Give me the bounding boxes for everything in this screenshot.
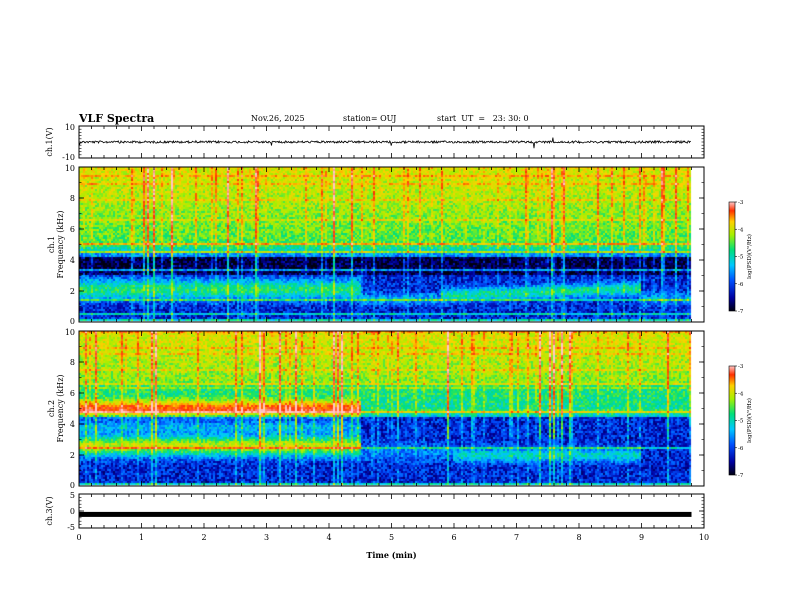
- x-tick-label: 0: [76, 533, 81, 542]
- ch3-waveform-ylabel: ch.3(V): [45, 496, 54, 525]
- ch2-spectrogram-colorbar-label: -7: [738, 473, 744, 479]
- ch1-spectrogram-ytick-label: 2: [70, 287, 75, 296]
- ch2-spectrogram-ytick-label: 8: [70, 358, 75, 367]
- x-tick-label: 2: [201, 533, 206, 542]
- ch1-spectrogram-colorbar-title: log(PSD)(V²/Hz): [746, 234, 753, 279]
- ch1-waveform-ytick-label: -10: [62, 153, 75, 162]
- date-label: Nov.26, 2025: [251, 114, 305, 123]
- ch2-spectrogram-ytick-label: 10: [65, 328, 75, 337]
- ch1-spectrogram-colorbar-label: -3: [738, 200, 744, 206]
- axes-layer: 10-10ch.1(V)-3-4-5-6-7log(PSD)(V²/Hz)024…: [45, 123, 753, 560]
- ch1-waveform-ylabel-text: ch.1(V): [45, 127, 54, 156]
- ch1-waveform-trace: [78, 137, 691, 149]
- data-layer: [78, 137, 704, 517]
- ch2-spectrogram-ytick-label: 6: [70, 389, 75, 398]
- x-tick-label: 3: [264, 533, 269, 542]
- x-tick-label: 6: [451, 533, 456, 542]
- ch1-spectrogram-ytick-label: 0: [70, 317, 75, 326]
- ch2-spectrogram-colorbar-label: -4: [738, 391, 744, 397]
- ch3-waveform-trace: [79, 511, 692, 517]
- ch2-spectrogram-colorbar-label: -5: [738, 419, 744, 425]
- ch1-spectrogram-ytick-label: 10: [65, 164, 75, 173]
- ch3-waveform-ytick-label: 0: [70, 507, 75, 516]
- ch2-spectrogram-colorbar: [728, 365, 736, 476]
- ch2-spectrogram-ytick-label: 0: [70, 481, 75, 490]
- ch1-spectrogram-image: [79, 167, 704, 322]
- x-tick-label: 8: [576, 533, 581, 542]
- ch2-spectrogram-colorbar-label: -6: [738, 446, 744, 452]
- ch3-waveform-ylabel-text: ch.3(V): [45, 496, 54, 525]
- ch3-waveform-frame: [78, 493, 705, 529]
- ch1-spectrogram-colorbar-label: -7: [738, 309, 744, 315]
- ch2-spectrogram-image: [79, 331, 704, 486]
- ch2-spectrogram-ytick-label: 4: [70, 420, 75, 429]
- ch1-spectrogram-ytick-label: 4: [70, 256, 75, 265]
- x-tick-label: 5: [389, 533, 394, 542]
- ch2-spectrogram-colorbar-label: -3: [738, 364, 744, 370]
- chart-title: VLF Spectra: [79, 112, 155, 125]
- x-tick-label: 10: [699, 533, 709, 542]
- x-axis-label: Time (min): [366, 550, 416, 560]
- ch2-spectrogram-ytick-label: 2: [70, 451, 75, 460]
- station-label: station= OUJ: [343, 114, 397, 123]
- ch3-waveform-ytick-label: -5: [67, 523, 75, 532]
- ch1-waveform-ylabel: ch.1(V): [45, 127, 54, 156]
- ch3-waveform-ytick-label: 5: [70, 491, 75, 500]
- ch2-spectrogram-ylabel-line2: Frequency (kHz): [56, 374, 65, 442]
- ch1-spectrogram-ytick-label: 8: [70, 194, 75, 203]
- x-tick-label: 7: [514, 533, 519, 542]
- ch2-spectrogram-colorbar-title: log(PSD)(V²/Hz): [746, 398, 753, 443]
- ch1-spectrogram-colorbar-label: -4: [738, 227, 744, 233]
- ch1-spectrogram-colorbar-title-text: log(PSD)(V²/Hz): [746, 234, 753, 279]
- x-tick-label: 1: [139, 533, 144, 542]
- x-tick-label: 9: [639, 533, 644, 542]
- ch2-spectrogram-ylabel-line1: ch.2: [47, 400, 56, 417]
- ch1-spectrogram-ylabel: ch.1 Frequency (kHz): [47, 210, 65, 278]
- ch2-spectrogram-colorbar-title-text: log(PSD)(V²/Hz): [746, 398, 753, 443]
- ch1-spectrogram-ylabel-line2: Frequency (kHz): [56, 210, 65, 278]
- ch1-spectrogram-colorbar-label: -6: [738, 282, 744, 288]
- ch2-spectrogram-ylabel: ch.2 Frequency (kHz): [47, 374, 65, 442]
- ch1-waveform-ytick-label: 10: [65, 123, 75, 132]
- ch1-spectrogram-ytick-label: 6: [70, 225, 75, 234]
- x-tick-label: 4: [326, 533, 331, 542]
- ch1-spectrogram-colorbar-label: -5: [738, 255, 744, 261]
- ch1-spectrogram-ylabel-line1: ch.1: [47, 236, 56, 253]
- start-time-label: start UT = 23: 30: 0: [437, 114, 529, 123]
- ch1-spectrogram-colorbar: [728, 201, 736, 312]
